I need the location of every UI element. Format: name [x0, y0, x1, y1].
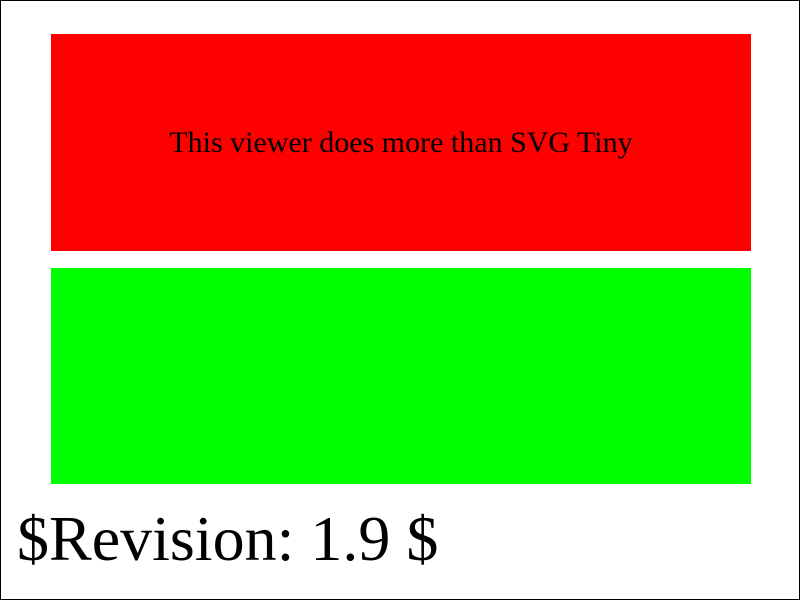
fail-indicator-rect: This viewer does more than SVG Tiny	[51, 34, 751, 251]
pass-indicator-rect	[51, 268, 751, 484]
fail-message: This viewer does more than SVG Tiny	[169, 126, 633, 159]
revision-label: $Revision: 1.9 $	[17, 503, 439, 574]
